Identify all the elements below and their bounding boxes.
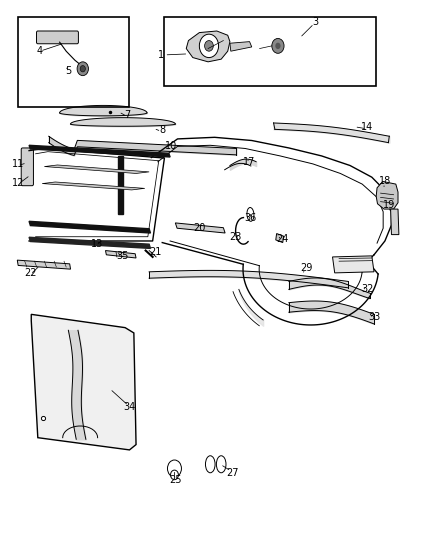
FancyBboxPatch shape [21,148,33,185]
Text: 10: 10 [165,141,177,151]
Polygon shape [31,314,136,450]
Polygon shape [42,182,145,190]
Text: 32: 32 [361,285,374,294]
Polygon shape [175,223,225,233]
Polygon shape [376,181,398,209]
Circle shape [272,38,284,53]
Text: 11: 11 [12,159,24,169]
Polygon shape [332,256,374,273]
Text: 29: 29 [300,263,312,272]
Polygon shape [186,31,230,62]
Circle shape [170,470,178,480]
Circle shape [199,34,219,58]
Text: 12: 12 [12,177,25,188]
Text: 20: 20 [193,223,205,233]
Circle shape [77,62,88,76]
Text: 21: 21 [149,247,162,257]
Ellipse shape [216,456,226,473]
Polygon shape [29,237,150,248]
Text: 7: 7 [124,110,131,120]
Text: 35: 35 [116,252,128,261]
Text: 17: 17 [244,157,256,167]
Polygon shape [29,146,170,157]
Text: 5: 5 [65,66,71,76]
Text: 19: 19 [383,200,396,210]
Bar [18,17,130,107]
Polygon shape [230,42,252,51]
Polygon shape [391,209,399,235]
Polygon shape [17,260,71,269]
Text: 3: 3 [312,17,318,27]
Text: 36: 36 [245,213,257,223]
Text: 13: 13 [91,239,103,248]
Text: 8: 8 [159,125,165,135]
Polygon shape [29,221,150,233]
Text: 14: 14 [361,122,374,132]
Polygon shape [118,157,123,214]
Ellipse shape [247,207,254,221]
Bar [164,17,376,86]
Polygon shape [44,165,149,173]
Text: 4: 4 [37,46,43,56]
Text: 23: 23 [230,232,242,243]
FancyBboxPatch shape [36,31,78,44]
Circle shape [80,66,85,72]
Text: 33: 33 [368,312,380,322]
Text: 18: 18 [379,176,391,187]
Ellipse shape [205,456,215,473]
Circle shape [167,460,181,477]
Text: 22: 22 [24,268,37,278]
Circle shape [276,43,281,49]
Text: 34: 34 [124,402,136,413]
Text: 27: 27 [226,468,238,478]
Text: 24: 24 [276,234,289,244]
Polygon shape [106,251,136,258]
Polygon shape [276,233,284,243]
Text: 1: 1 [158,50,164,60]
Circle shape [205,41,213,51]
Text: 25: 25 [169,475,182,485]
